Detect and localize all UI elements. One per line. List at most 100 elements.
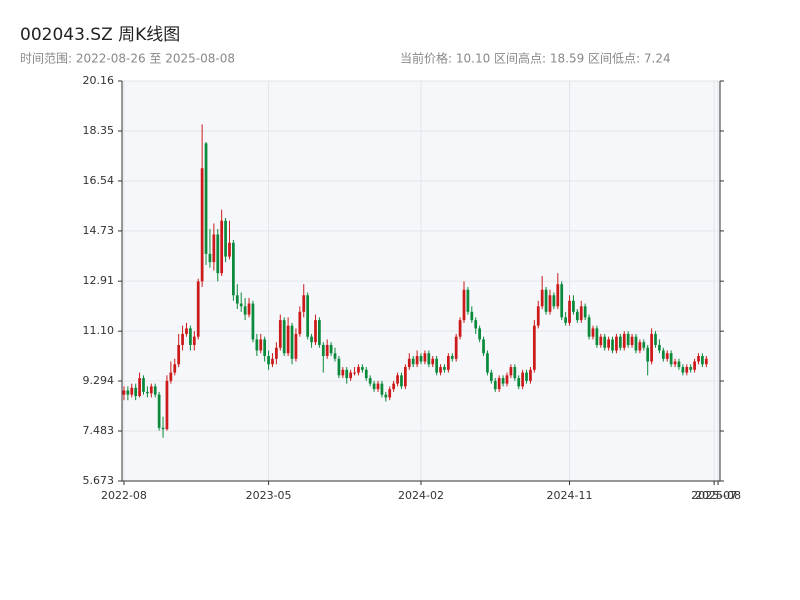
candle-body <box>333 353 337 359</box>
candle-body <box>275 347 278 359</box>
candle-body <box>278 320 282 348</box>
candle-body <box>392 383 396 390</box>
candle-body <box>634 336 638 351</box>
candle-body <box>677 361 681 368</box>
x-tick-label: 2025-07 <box>691 489 737 502</box>
candle-body <box>685 367 689 373</box>
candle-body <box>517 378 521 387</box>
candle-body <box>439 367 442 373</box>
candle-body <box>701 356 704 365</box>
candle-body <box>446 356 450 370</box>
candle-body <box>505 375 509 384</box>
candle-body <box>650 333 653 362</box>
candle-body <box>200 168 204 282</box>
candle-body <box>572 300 575 312</box>
candle-body <box>611 339 614 351</box>
candle-body <box>431 358 435 365</box>
candle-body <box>310 336 313 343</box>
candle-body <box>400 375 403 387</box>
candle-body <box>251 303 255 340</box>
candle-body <box>513 367 517 379</box>
candle-body <box>525 372 528 381</box>
candle-body <box>509 367 513 376</box>
candle-body <box>134 387 138 397</box>
y-tick-label: 18.35 <box>83 124 115 137</box>
candle-body <box>318 320 321 345</box>
candle-body <box>482 339 485 354</box>
candle-body <box>138 378 141 397</box>
candle-body <box>646 347 650 362</box>
candle-body <box>529 369 532 381</box>
candle-body <box>642 342 646 348</box>
candle-body <box>630 336 634 345</box>
candle-body <box>368 378 372 384</box>
candle-body <box>372 383 376 390</box>
candle-body <box>220 220 224 274</box>
candle-body <box>337 358 341 376</box>
candle-body <box>697 356 700 362</box>
candle-body <box>224 220 227 257</box>
candle-body <box>189 328 192 345</box>
candle-body <box>556 284 560 307</box>
candle-body <box>146 391 149 394</box>
candle-body <box>380 383 384 395</box>
y-tick-label: 20.16 <box>83 74 115 87</box>
candle-body <box>271 358 274 365</box>
candle-body <box>263 339 267 357</box>
candle-body <box>239 303 243 307</box>
candle-body <box>532 325 536 370</box>
candle-body <box>181 333 184 345</box>
candle-body <box>603 336 607 348</box>
candle-body <box>325 344 329 357</box>
candle-body <box>228 242 231 257</box>
candle-body <box>298 311 302 334</box>
candle-body <box>407 358 411 368</box>
candle-body <box>353 372 356 374</box>
candle-body <box>357 367 360 373</box>
candle-body <box>396 375 399 384</box>
candle-body <box>411 358 415 365</box>
candle-body <box>493 380 497 390</box>
candle-body <box>638 342 642 351</box>
candle-body <box>560 284 564 318</box>
y-tick-label: 9.294 <box>83 374 115 387</box>
candle-body <box>196 281 200 337</box>
candle-body <box>165 380 169 430</box>
chart-title: 002043.SZ 周K线图 <box>20 25 180 45</box>
candle-body <box>607 339 610 348</box>
candle-body <box>185 328 188 334</box>
candle-body <box>302 295 306 312</box>
candle-body <box>466 289 470 312</box>
candle-body <box>564 317 567 323</box>
candle-body <box>689 367 693 370</box>
candle-body <box>286 325 290 354</box>
y-tick-label: 7.483 <box>83 424 115 437</box>
candle-body <box>403 367 407 387</box>
candle-body <box>130 387 134 395</box>
candle-body <box>462 289 466 321</box>
candle-body <box>122 390 126 395</box>
candle-body <box>693 361 696 370</box>
x-tick-label: 2023-05 <box>246 489 292 502</box>
candle-body <box>208 253 212 263</box>
candle-body <box>552 295 556 307</box>
x-tick-label: 2022-08 <box>101 489 147 502</box>
candle-body <box>704 358 708 365</box>
y-tick-label: 16.54 <box>83 174 115 187</box>
y-tick-label: 11.10 <box>83 324 115 337</box>
candle-body <box>212 234 216 263</box>
candle-body <box>192 336 196 345</box>
candle-body <box>450 356 454 359</box>
candle-body <box>259 339 263 351</box>
candle-body <box>177 344 181 365</box>
candle-body <box>658 344 661 351</box>
candle-body <box>247 303 251 315</box>
candle-body <box>486 353 489 373</box>
candle-body <box>568 300 571 323</box>
candle-body <box>173 364 177 373</box>
candle-body <box>235 295 239 304</box>
candle-body <box>478 328 481 340</box>
candle-body <box>454 336 458 359</box>
candle-body <box>376 383 380 390</box>
candle-body <box>267 356 270 365</box>
